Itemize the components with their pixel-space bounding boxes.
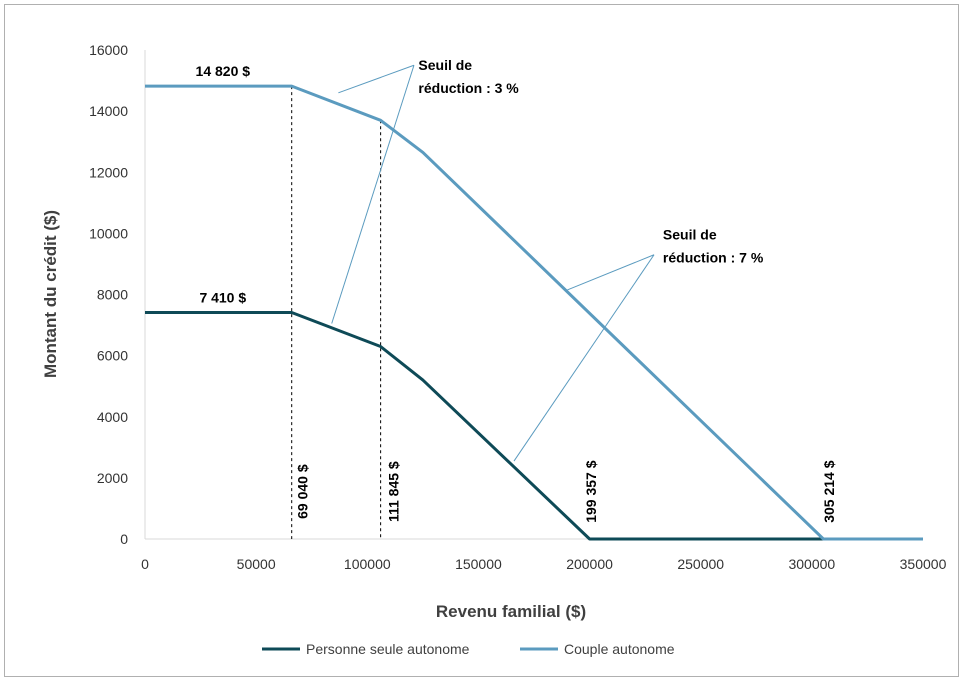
y-tick-label: 14000 — [89, 103, 128, 119]
series-line — [145, 84, 923, 541]
y-axis-title: Montant du crédit ($) — [41, 210, 60, 378]
legend-label: Personne seule autonome — [306, 641, 470, 657]
x-tick-label: 50000 — [237, 556, 276, 572]
y-axis-ticks: 0 2000 4000 6000 8000 10000 12000 14000 16000 — [89, 42, 128, 547]
callout-leader-line — [513, 254, 655, 462]
y-tick-label: 6000 — [97, 348, 128, 364]
threshold-label: 199 357 $ — [583, 460, 599, 522]
callouts: Seuil de réduction : 3 % Seuil de réduction… — [331, 57, 764, 462]
callout-leader-line — [567, 254, 655, 291]
legend-label: Couple autonome — [564, 641, 675, 657]
x-axis-title: Revenu familial ($) — [436, 602, 586, 621]
y-tick-label: 16000 — [89, 42, 128, 58]
y-tick-label: 8000 — [97, 287, 128, 303]
y-tick-label: 12000 — [89, 164, 128, 180]
threshold-dashed-lines — [291, 86, 382, 539]
chart-border — [4, 4, 959, 677]
x-tick-label: 100000 — [344, 556, 391, 572]
series-lines — [145, 84, 923, 541]
value-label: 7 410 $ — [199, 289, 246, 305]
x-tick-label: 250000 — [677, 556, 724, 572]
callout-text: Seuil de — [663, 226, 717, 242]
x-axis-ticks: 0 50000 100000 150000 200000 250000 300000 3500… — [141, 556, 946, 572]
legend: Personne seule autonome Couple autonome — [262, 641, 675, 657]
callout-text: Seuil de — [418, 57, 472, 73]
callout-text: réduction : 7 % — [663, 249, 764, 265]
threshold-label: 305 214 $ — [821, 460, 837, 522]
series-line — [145, 311, 923, 541]
threshold-label: 111 845 $ — [385, 461, 401, 522]
y-tick-label: 2000 — [97, 470, 128, 486]
callout-text: réduction : 3 % — [418, 80, 519, 96]
x-tick-label: 200000 — [566, 556, 613, 572]
annotation-labels: 14 820 $ 7 410 $ 69 040 $ 111 845 $ 199 357 … — [196, 63, 838, 523]
x-tick-label: 300000 — [788, 556, 835, 572]
threshold-label: 69 040 $ — [294, 464, 310, 519]
y-tick-label: 4000 — [97, 409, 128, 425]
callout-leader-line — [331, 65, 415, 324]
x-tick-label: 0 — [141, 556, 149, 572]
value-label: 14 820 $ — [196, 63, 251, 79]
y-tick-label: 10000 — [89, 225, 128, 241]
x-tick-label: 350000 — [900, 556, 947, 572]
x-tick-label: 150000 — [455, 556, 502, 572]
callout-leader-line — [338, 64, 415, 94]
y-tick-label: 0 — [120, 531, 128, 547]
